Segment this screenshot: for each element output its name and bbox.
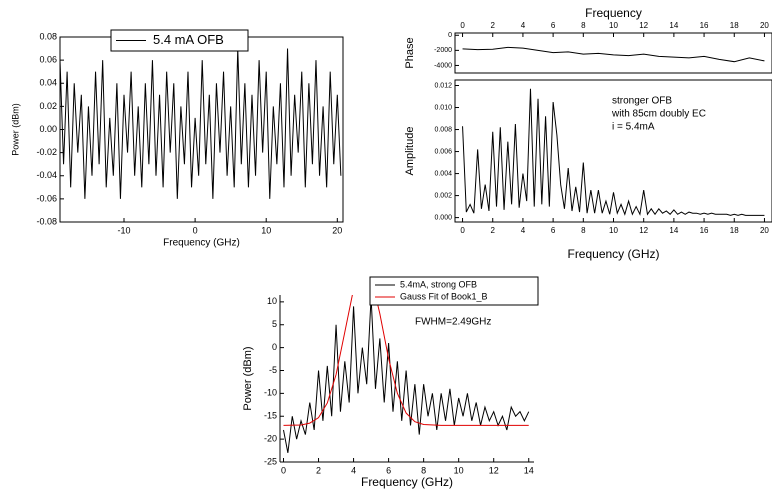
y-tick-label: 0.008 [434,126,452,133]
y-tick-label: -0.04 [36,170,57,180]
y-tick-label: 0.06 [39,55,57,65]
x-tick-label: 0 [460,226,465,235]
y-tick-label: 0.006 [434,148,452,155]
annotation: i = 5.4mA [612,122,655,133]
y-tick-label: -0.06 [36,193,57,203]
series-line [283,297,530,453]
x-tick-label: 12 [639,21,648,30]
x-tick-label: 0 [281,465,286,475]
y-axis-label: Amplitude [404,127,416,176]
y-axis-label: Power (dBm) [10,103,20,156]
y-tick-label: -15 [264,411,277,421]
legend-box [369,276,539,306]
y-tick-label: -4000 [434,62,452,69]
y-tick-label: 5 [272,319,277,329]
x-tick-label: 14 [669,21,678,30]
y-tick-label: 10 [267,296,277,306]
y-tick-label: -20 [264,433,277,443]
y-tick-label: 0.000 [434,214,452,221]
series-line [462,88,765,216]
x-tick-label: 2 [316,465,321,475]
x-tick-label: 2 [491,21,496,30]
legend-label: 5.4mA, strong OFB [400,279,477,289]
annotation: FWHM=2.49GHz [415,317,491,328]
x-tick-label: 4 [521,21,526,30]
x-tick-label: 0 [460,21,465,30]
series-line [462,46,765,63]
y-tick-label: 0.04 [39,78,57,88]
y-tick-label: -0.08 [36,216,57,226]
x-tick-label: 10 [454,465,464,475]
x-tick-label: -10 [117,225,130,235]
x-tick-label: 14 [669,226,678,235]
x-axis-label: Frequency (GHz) [567,247,659,261]
x-tick-label: 10 [609,226,618,235]
x-tick-label: 6 [386,465,391,475]
legend-label: 5.4 mA OFB [153,32,224,47]
x-tick-label: 20 [332,225,342,235]
x-tick-label: 16 [700,21,709,30]
x-tick-label: 8 [581,21,586,30]
x-tick-label: 20 [760,226,769,235]
y-tick-label: -0.02 [36,147,57,157]
series-line [283,295,529,426]
y-axis-label: Power (dBm) [242,346,254,410]
y-tick-label: 0.02 [39,101,57,111]
y-tick-label: 0.08 [39,31,57,41]
x-axis-label: Frequency [585,6,642,20]
x-tick-label: 18 [730,226,739,235]
y-tick-label: -25 [264,456,277,466]
annotation: stronger OFB [612,96,672,107]
x-tick-label: 6 [551,226,556,235]
y-tick-label: 0.004 [434,170,452,177]
y-axis-label: Phase [404,37,416,68]
x-tick-label: 12 [489,465,499,475]
x-tick-label: 4 [521,226,526,235]
x-tick-label: 10 [609,21,618,30]
x-tick-label: 2 [491,226,496,235]
legend-label: Gauss Fit of Book1_B [400,291,488,301]
y-tick-label: -5 [269,365,277,375]
x-tick-label: 10 [261,225,271,235]
y-tick-label: 0.010 [434,104,452,111]
x-tick-label: 8 [581,226,586,235]
y-tick-label: 0.002 [434,192,452,199]
annotation: with 85cm doubly EC [611,109,706,120]
x-axis-label: Frequency (GHz) [361,475,453,489]
x-tick-label: 16 [700,226,709,235]
y-tick-label: 0 [448,32,452,39]
plot-frame [454,32,772,74]
x-tick-label: 4 [351,465,356,475]
x-tick-label: 12 [639,226,648,235]
x-axis-label: Frequency (GHz) [163,238,240,249]
legend-box [110,29,249,52]
y-tick-label: 0.00 [39,124,57,134]
y-tick-label: -10 [264,388,277,398]
x-tick-label: 20 [760,21,769,30]
y-tick-label: 0 [272,342,277,352]
x-tick-label: 6 [551,21,556,30]
x-tick-label: 8 [421,465,426,475]
x-tick-label: 18 [730,21,739,30]
y-tick-label: 0.012 [434,82,452,89]
x-tick-label: 0 [193,225,198,235]
y-tick-label: -2000 [434,47,452,54]
x-tick-label: 14 [524,465,534,475]
series-line [60,48,342,199]
